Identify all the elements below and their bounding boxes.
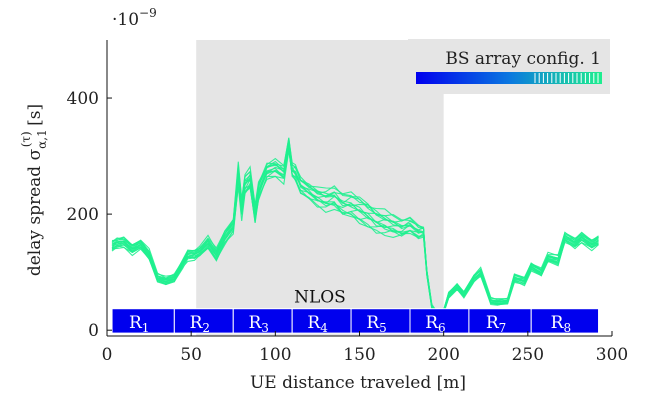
x-tick-label: 250 xyxy=(512,345,544,365)
legend-box xyxy=(408,39,610,94)
y-label-main: delay spread σ xyxy=(25,148,45,276)
y-label-sup: (τ) xyxy=(19,131,33,147)
x-tick-label: 150 xyxy=(343,345,375,365)
region-letter: R xyxy=(190,313,204,333)
x-tick-label: 0 xyxy=(102,345,113,365)
y-multiplier-base: ·10 xyxy=(112,10,139,30)
region-letter: R xyxy=(486,313,500,333)
region-label-3: R3 xyxy=(248,313,268,335)
region-letter: R xyxy=(248,313,262,333)
region-label-8: R8 xyxy=(551,313,571,335)
region-number: 6 xyxy=(438,321,446,335)
x-axis-label: UE distance traveled [m] xyxy=(250,373,466,393)
region-letter: R xyxy=(366,313,380,333)
region-number: 5 xyxy=(379,321,387,335)
region-box-8 xyxy=(530,308,600,334)
series-lines xyxy=(111,137,599,317)
series-line-14 xyxy=(111,138,599,313)
region-letter: R xyxy=(551,313,565,333)
legend-label: BS array config. 1 xyxy=(445,49,601,69)
y-tick-label: 200 xyxy=(67,205,99,225)
y-tick-label: 0 xyxy=(88,321,99,341)
region-number: 8 xyxy=(563,321,571,335)
region-box-3 xyxy=(232,308,293,334)
series-line-5 xyxy=(111,147,599,316)
y-multiplier-exponent: −9 xyxy=(139,6,157,20)
nlos-label: NLOS xyxy=(294,288,346,308)
region-number: 3 xyxy=(261,321,269,335)
region-letter: R xyxy=(425,313,439,333)
region-label-4: R4 xyxy=(307,313,328,335)
region-label-2: R2 xyxy=(190,313,210,335)
axes xyxy=(106,40,613,337)
y-label-sub: α,1 xyxy=(35,129,49,149)
region-number: 4 xyxy=(320,321,328,335)
region-band: R1 R2 R3 R4 R5 R6 R7 R8 xyxy=(111,308,600,335)
region-box-4 xyxy=(291,308,352,334)
y-tick-label: 400 xyxy=(67,89,99,109)
legend-gradient-swatch xyxy=(416,72,602,84)
region-label-6: R6 xyxy=(425,313,445,335)
x-tick-label: 300 xyxy=(596,345,628,365)
region-number: 1 xyxy=(142,321,150,335)
x-tick-label: 200 xyxy=(427,345,459,365)
region-box-1 xyxy=(111,308,175,334)
tick-labels: 0 50 100 150 200 250 300 0 200 400 xyxy=(67,89,629,365)
region-box-7 xyxy=(468,308,532,334)
y-axis-multiplier: ·10−9 xyxy=(112,6,157,30)
region-letter: R xyxy=(307,313,321,333)
series-line-11 xyxy=(111,143,599,314)
region-label-7: R7 xyxy=(486,313,506,335)
x-tick-label: 100 xyxy=(259,345,291,365)
region-box-2 xyxy=(173,308,234,334)
region-number: 2 xyxy=(202,321,210,335)
y-label-unit: [s] xyxy=(25,104,45,131)
region-letter: R xyxy=(129,313,143,333)
series-line-8 xyxy=(111,143,599,314)
y-axis-label: delay spread σα,1(τ) [s] xyxy=(19,104,49,276)
region-label-1: R1 xyxy=(129,313,149,335)
legend: BS array config. 1 xyxy=(408,39,610,94)
legend-gradient-bar xyxy=(416,72,602,84)
x-tick-label: 50 xyxy=(180,345,202,365)
region-number: 7 xyxy=(499,321,507,335)
region-label-5: R5 xyxy=(366,313,386,335)
